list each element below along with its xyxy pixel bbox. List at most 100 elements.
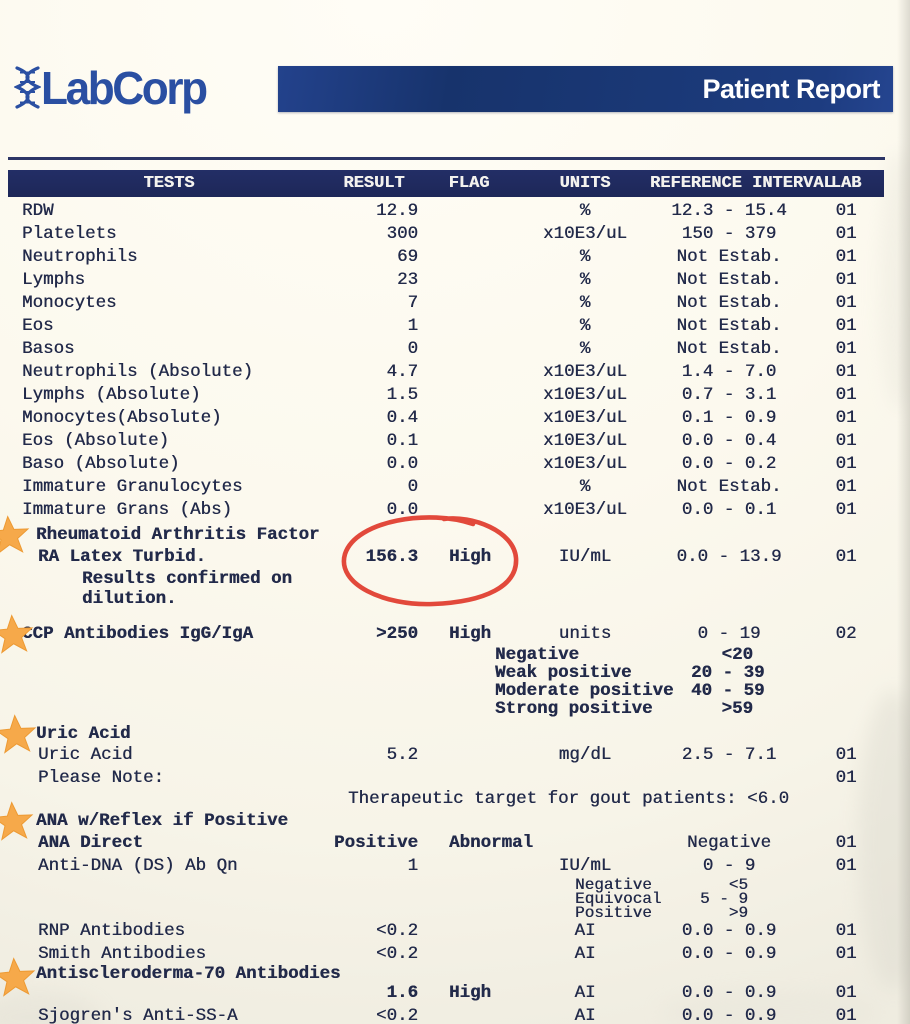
labcorp-dna-icon: [14, 66, 41, 109]
col-flag: FLAG: [448, 174, 490, 193]
cell-result: [330, 767, 418, 790]
cell-lab: 01: [835, 983, 857, 1003]
scale-label: Negative: [575, 876, 652, 894]
scale-label: Moderate positive: [495, 681, 674, 701]
reference-scale-row: Negative <5: [575, 876, 884, 894]
cell-units: AI: [574, 921, 596, 941]
test-row: 1.6 High AI 0.0 - 0.9 01: [8, 982, 884, 1005]
cell-lab: 02: [835, 624, 857, 644]
test-row: Sjogren's Anti-SS-A <0.2 AI 0.0 - 0.9 01: [8, 1005, 884, 1024]
cell-result: 69: [396, 247, 418, 267]
labcorp-logo: LabCorp: [14, 63, 213, 113]
cell-units: %: [579, 247, 591, 267]
cell-test-name: Basos: [22, 339, 75, 359]
reference-scale-row: Strong positive >59: [495, 700, 884, 718]
cell-result: 156.3: [365, 547, 418, 567]
cell-lab: 01: [835, 856, 857, 876]
cell-flag: [418, 269, 520, 292]
star-icon: [0, 801, 34, 841]
cell-lab: 01: [835, 270, 857, 290]
cell-test-name: Uric Acid: [38, 745, 133, 765]
star-icon: [0, 515, 30, 555]
patient-report-bar: Patient Report: [278, 66, 893, 112]
cell-units: IU/mL: [558, 547, 612, 567]
cell-reference-interval: 0.0 - 0.9: [681, 944, 777, 964]
cell-reference-interval: 0.1 - 0.9: [681, 408, 777, 428]
cell-units: %: [579, 477, 591, 497]
cell-flag: Abnormal: [449, 833, 534, 853]
cell-units: AI: [574, 944, 596, 964]
test-row: Eos (Absolute) 0.1 x10E3/uL 0.0 - 0.4 01: [8, 430, 884, 453]
cell-test-name: Baso (Absolute): [22, 454, 180, 474]
cell-units: %: [579, 201, 591, 221]
cell-lab: 01: [835, 921, 857, 941]
col-units: UNITS: [559, 174, 611, 193]
reference-scale-row: Negative <20: [495, 646, 884, 664]
test-row: Basos 0% Not Estab. 01: [8, 338, 884, 361]
cell-flag: [418, 855, 520, 878]
page-edge-shadow: [897, 0, 910, 1024]
test-row: RA Latex Turbid. 156.3 High IU/mL 0.0 - 13.9…: [8, 515, 884, 607]
test-row: Smith Antibodies <0.2 AI 0.0 - 0.9 01: [8, 943, 884, 966]
cell-result: 5.2: [386, 745, 418, 765]
cell-flag: [418, 476, 520, 499]
section-header-row: Uric Acid: [0, 714, 884, 754]
cell-reference-interval: Not Estab.: [676, 293, 782, 313]
cell-flag: [418, 767, 520, 790]
test-row: Immature Granulocytes 0% Not Estab. 01: [8, 476, 884, 499]
cell-reference-interval: [650, 767, 808, 790]
cell-reference-interval: Not Estab.: [676, 270, 782, 290]
paper-smudge: [880, 150, 910, 410]
cell-test-name: [8, 982, 330, 1005]
note-text: Results confirmed on: [82, 569, 293, 589]
cell-units: x10E3/uL: [542, 362, 627, 382]
cell-lab: 01: [835, 247, 857, 267]
cell-test-name: Smith Antibodies: [38, 944, 207, 964]
test-row: Eos 1% Not Estab. 01: [8, 315, 884, 338]
cell-result: 300: [386, 224, 418, 244]
cell-test-name: CCP Antibodies IgG/IgA: [22, 624, 254, 644]
scale-value: <5: [728, 876, 748, 894]
cell-units: x10E3/uL: [542, 408, 627, 428]
cell-flag: [418, 200, 520, 223]
test-row: Uric Acid 5.2 mg/dL 2.5 - 7.1 01: [8, 744, 884, 767]
test-row: Neutrophils (Absolute) 4.7 x10E3/uL 1.4 - 7…: [8, 361, 884, 384]
cell-test-name: Eos: [22, 316, 54, 336]
cell-lab: 01: [835, 944, 857, 964]
cell-reference-interval: 0.0 - 0.1: [681, 500, 777, 520]
section-header-row: Antiscleroderma-70 Antibodies: [0, 957, 884, 997]
cell-flag: [418, 292, 520, 315]
test-row: Baso (Absolute) 0.0 x10E3/uL 0.0 - 0.2 01: [8, 453, 884, 476]
cell-test-name: Immature Granulocytes: [22, 477, 243, 497]
labcorp-wordmark: LabCorp: [41, 62, 208, 114]
cell-result: 0.0: [386, 500, 418, 520]
cell-reference-interval: 0.0 - 0.2: [681, 454, 777, 474]
test-row: Lymphs (Absolute) 1.5 x10E3/uL 0.7 - 3.1 01: [8, 384, 884, 407]
reference-scale-row: Positive >9: [575, 905, 884, 921]
cell-flag: [418, 361, 520, 384]
cell-test-name: Eos (Absolute): [22, 431, 170, 451]
test-row: Neutrophils 69% Not Estab. 01: [8, 246, 884, 269]
cell-result: 0: [407, 477, 418, 497]
test-row: Immature Grans (Abs) 0.0 x10E3/uL 0.0 - 0.1…: [8, 499, 884, 522]
note-text: Therapeutic target for gout patients: <6…: [348, 789, 790, 809]
scale-value: 20 - 39: [691, 663, 765, 683]
cell-lab: 01: [835, 500, 857, 520]
cell-test-name: Monocytes(Absolute): [22, 408, 222, 428]
cell-test-name: ANA Direct: [38, 833, 144, 853]
cell-lab: 01: [835, 477, 857, 497]
cell-lab: 01: [835, 547, 857, 567]
scale-label: Equivocal: [575, 890, 662, 908]
cell-reference-interval: 2.5 - 7.1: [681, 745, 777, 765]
cell-test-name: Lymphs (Absolute): [22, 385, 201, 405]
cell-result: 0.1: [386, 431, 418, 451]
cell-reference-interval: 12.3 - 15.4: [671, 201, 787, 221]
section-header-row: Rheumatoid Arthritis Factor: [0, 515, 884, 555]
report-title: Patient Report: [702, 73, 880, 104]
cell-reference-interval: Not Estab.: [676, 477, 782, 497]
cell-flag: [418, 744, 520, 767]
scale-label: Weak positive: [495, 663, 632, 683]
cell-lab: 01: [835, 745, 857, 765]
section-title: Uric Acid: [36, 724, 131, 744]
cell-lab: 01: [835, 316, 857, 336]
